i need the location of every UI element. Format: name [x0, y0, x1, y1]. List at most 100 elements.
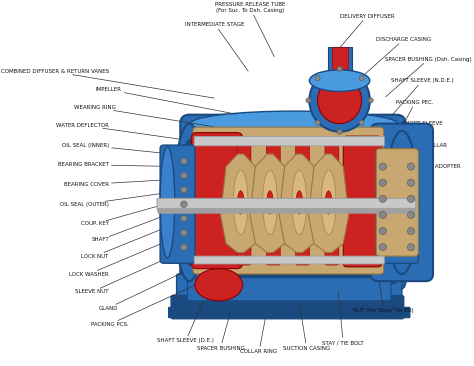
Circle shape — [315, 75, 320, 81]
FancyBboxPatch shape — [356, 274, 402, 317]
FancyBboxPatch shape — [157, 198, 416, 210]
Ellipse shape — [325, 191, 332, 214]
FancyBboxPatch shape — [296, 138, 310, 265]
Ellipse shape — [385, 131, 419, 274]
FancyBboxPatch shape — [160, 145, 195, 263]
Circle shape — [337, 129, 342, 134]
Text: SHAFT SLEEVE (N.D.E.): SHAFT SLEEVE (N.D.E.) — [391, 78, 454, 115]
Circle shape — [379, 195, 386, 202]
FancyBboxPatch shape — [188, 277, 391, 301]
Text: INTERMEDIATE STAGE: INTERMEDIATE STAGE — [185, 22, 248, 71]
Circle shape — [379, 179, 386, 186]
Circle shape — [407, 243, 415, 251]
Text: DISCHARGE CASING: DISCHARGE CASING — [364, 37, 431, 75]
Polygon shape — [309, 154, 349, 253]
Circle shape — [181, 187, 187, 193]
Ellipse shape — [174, 124, 205, 281]
Text: BEARING COVER: BEARING COVER — [64, 179, 176, 187]
Circle shape — [407, 163, 415, 170]
Text: BEARING BRACKET: BEARING BRACKET — [58, 162, 179, 167]
Text: PRESSURE RELEASE TUBE
(For Suc. To Dsh. Casing): PRESSURE RELEASE TUBE (For Suc. To Dsh. … — [215, 2, 285, 57]
Text: NUT (For Stay/ Tie Blt): NUT (For Stay/ Tie Blt) — [353, 277, 414, 313]
Ellipse shape — [318, 77, 362, 124]
FancyBboxPatch shape — [325, 138, 339, 265]
Circle shape — [359, 120, 364, 125]
Circle shape — [407, 211, 415, 219]
FancyBboxPatch shape — [158, 208, 415, 213]
Ellipse shape — [179, 140, 200, 265]
Ellipse shape — [233, 170, 248, 235]
FancyBboxPatch shape — [348, 307, 410, 318]
Text: PACKING PEC.: PACKING PEC. — [396, 100, 434, 132]
Text: SHAFT SLEEVE (D.E.): SHAFT SLEEVE (D.E.) — [157, 302, 214, 343]
Circle shape — [368, 98, 374, 103]
FancyBboxPatch shape — [177, 274, 222, 317]
Text: IMPELLER: IMPELLER — [96, 87, 236, 114]
Text: SHAFT: SHAFT — [91, 214, 168, 243]
Polygon shape — [220, 154, 261, 253]
FancyBboxPatch shape — [371, 124, 433, 281]
Text: COLLAR RING: COLLAR RING — [240, 316, 278, 354]
FancyBboxPatch shape — [169, 307, 230, 318]
Text: DELIVERY DIFFUSER: DELIVERY DIFFUSER — [328, 14, 394, 61]
Text: COMBINED DIFFUSER & RETURN VANES: COMBINED DIFFUSER & RETURN VANES — [0, 69, 214, 98]
Circle shape — [407, 227, 415, 235]
FancyBboxPatch shape — [194, 137, 384, 146]
Ellipse shape — [195, 269, 243, 301]
Text: SUCTION CASING: SUCTION CASING — [283, 305, 330, 351]
Text: SHAFT COLLAR: SHAFT COLLAR — [406, 143, 447, 168]
Text: WEARING RING: WEARING RING — [74, 105, 214, 127]
FancyBboxPatch shape — [331, 46, 347, 79]
Text: THRUST BEARING ADOPTER: THRUST BEARING ADOPTER — [385, 164, 461, 182]
Circle shape — [407, 195, 415, 202]
Circle shape — [407, 179, 415, 186]
Text: SPACER BUSHING (Dsh. Casing): SPACER BUSHING (Dsh. Casing) — [385, 57, 472, 97]
Ellipse shape — [292, 170, 307, 235]
FancyBboxPatch shape — [193, 127, 383, 274]
Circle shape — [379, 243, 386, 251]
FancyBboxPatch shape — [237, 138, 251, 265]
Polygon shape — [250, 154, 290, 253]
FancyBboxPatch shape — [328, 46, 352, 79]
FancyBboxPatch shape — [191, 132, 243, 269]
FancyBboxPatch shape — [376, 149, 419, 263]
Ellipse shape — [310, 69, 370, 132]
Circle shape — [181, 229, 187, 236]
Ellipse shape — [267, 191, 273, 214]
Ellipse shape — [296, 191, 302, 214]
Polygon shape — [279, 154, 319, 253]
Text: STAY / TIE BOLT: STAY / TIE BOLT — [322, 291, 364, 345]
Text: SPACER BUSHING: SPACER BUSHING — [197, 311, 245, 351]
FancyBboxPatch shape — [266, 138, 280, 265]
Circle shape — [181, 215, 187, 222]
Circle shape — [379, 163, 386, 170]
Text: WATER DEFLECTOR: WATER DEFLECTOR — [56, 123, 194, 141]
Circle shape — [379, 227, 386, 235]
FancyBboxPatch shape — [180, 115, 406, 290]
FancyBboxPatch shape — [343, 136, 382, 267]
Ellipse shape — [310, 70, 370, 92]
Text: LOCK WASHER: LOCK WASHER — [69, 238, 176, 276]
Circle shape — [181, 158, 187, 164]
Circle shape — [306, 98, 311, 103]
Circle shape — [181, 172, 187, 179]
Circle shape — [379, 211, 386, 219]
Text: PACKING PCS.: PACKING PCS. — [91, 280, 205, 326]
Text: LOCK NUT: LOCK NUT — [82, 225, 172, 259]
Ellipse shape — [191, 272, 397, 290]
Text: SLEEVE NUT: SLEEVE NUT — [75, 252, 182, 294]
Ellipse shape — [321, 170, 336, 235]
Circle shape — [359, 75, 364, 81]
Circle shape — [181, 244, 187, 250]
Text: COUP. KEY: COUP. KEY — [81, 203, 168, 227]
Text: SHORT SLEEVE: SHORT SLEEVE — [402, 121, 443, 150]
Text: OIL SEAL (INNER): OIL SEAL (INNER) — [62, 143, 187, 156]
Ellipse shape — [391, 149, 413, 256]
Ellipse shape — [237, 191, 244, 214]
Ellipse shape — [160, 147, 175, 258]
Circle shape — [315, 120, 320, 125]
FancyBboxPatch shape — [376, 149, 419, 256]
Ellipse shape — [191, 111, 397, 136]
FancyBboxPatch shape — [171, 295, 404, 319]
Ellipse shape — [263, 170, 277, 235]
